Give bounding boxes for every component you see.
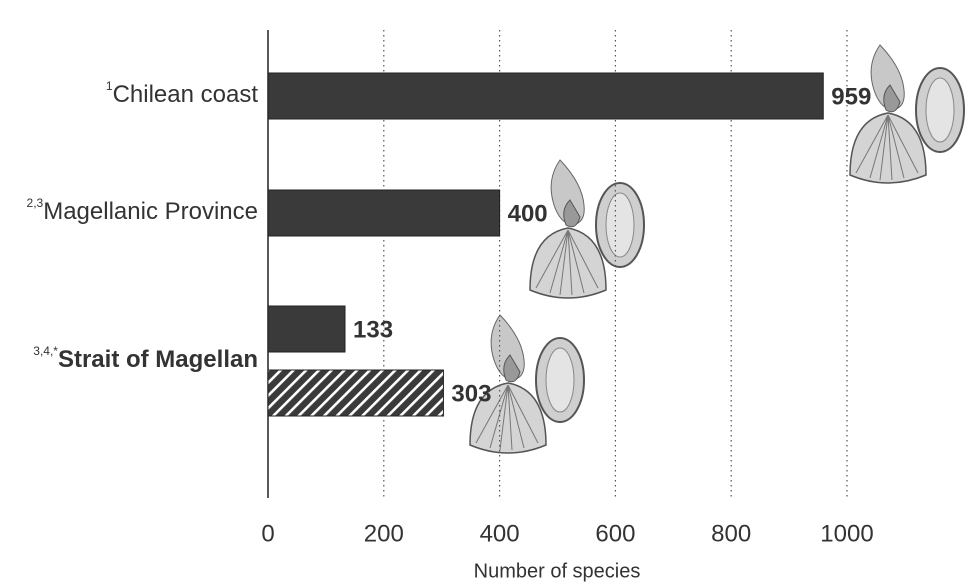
x-tick-label: 200 [364,520,404,547]
value-label: 400 [508,200,548,227]
category-name: Strait of Magellan [58,346,258,373]
category-note: 2,3 [27,196,44,210]
x-tick-label: 1000 [820,520,873,547]
x-tick-label: 800 [711,520,751,547]
x-tick-label: 400 [480,520,520,547]
value-label: 133 [353,316,393,343]
bar [267,72,824,120]
category-note: 1 [106,79,113,93]
value-label: 959 [831,83,871,110]
x-tick-label: 600 [595,520,635,547]
category-label: 1Chilean coast [106,79,258,108]
value-label: 303 [451,380,491,407]
bar [267,305,346,353]
category-note: 3,4,* [33,344,58,358]
bar [267,369,444,417]
x-tick-label: 0 [261,520,274,547]
x-axis-title: Number of species [474,560,641,582]
category-label: 3,4,*Strait of Magellan [33,344,258,373]
category-name: Magellanic Province [43,198,258,225]
bar [267,189,501,237]
category-label: 2,3Magellanic Province [27,196,258,225]
category-name: Chilean coast [113,81,259,108]
